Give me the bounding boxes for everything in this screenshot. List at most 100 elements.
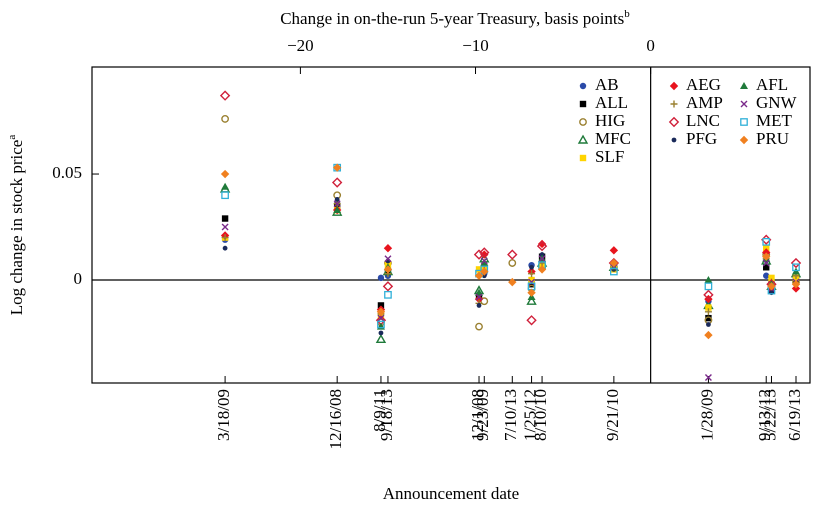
x-tick-label: 9/21/10	[603, 389, 622, 441]
data-point	[375, 333, 387, 344]
data-point	[480, 259, 489, 267]
data-point	[377, 302, 385, 309]
legend-label: PRU	[756, 129, 789, 148]
legend-marker	[668, 116, 680, 128]
data-point	[332, 163, 342, 172]
data-point	[537, 239, 547, 249]
data-point	[377, 320, 385, 329]
data-point	[508, 259, 517, 267]
data-point	[377, 314, 385, 322]
data-point	[221, 234, 229, 242]
data-point	[474, 294, 484, 304]
data-point	[537, 265, 547, 274]
data-point	[528, 270, 536, 278]
x-tick-label: 8/9/11	[370, 389, 389, 432]
data-point	[221, 115, 229, 123]
data-point	[334, 197, 340, 202]
x-tick-label: 9/18/13	[377, 389, 396, 441]
data-point	[220, 169, 230, 179]
data-point	[538, 255, 546, 263]
legend-label: LNC	[686, 111, 720, 130]
legend-label: ALL	[595, 93, 628, 112]
legend-marker	[579, 118, 587, 126]
data-point	[221, 215, 229, 222]
data-point	[704, 330, 713, 340]
data-point	[529, 264, 534, 270]
legend-label: AFL	[756, 75, 788, 94]
data-point	[221, 223, 229, 231]
legend-marker	[577, 134, 589, 144]
legend-label: AB	[595, 75, 619, 94]
data-point	[526, 315, 537, 326]
y-axis-title-text: Log change in stock price	[7, 140, 26, 316]
x-tick-label: 8/10/10	[531, 389, 550, 441]
data-point	[706, 322, 711, 327]
legend-label: PFG	[686, 129, 717, 148]
data-point	[767, 282, 776, 291]
top-axis-title: Change in on-the-run 5-year Treasury, ba…	[280, 8, 630, 28]
data-point	[383, 244, 393, 253]
data-point	[475, 266, 483, 273]
legend-label: MFC	[595, 129, 631, 148]
data-point	[539, 252, 545, 257]
data-point	[610, 267, 618, 276]
data-point	[219, 90, 231, 101]
data-point	[528, 278, 536, 286]
legend-label: GNW	[756, 93, 798, 112]
x-tick-label: 3/18/09	[214, 389, 233, 441]
data-point	[527, 288, 536, 297]
data-point	[762, 252, 771, 261]
top-axis-title-text: Change in on-the-run 5-year Treasury, ba…	[280, 9, 624, 28]
x-tick-label: 9/23/09	[473, 389, 492, 441]
legend-marker	[579, 82, 587, 90]
data-point	[377, 274, 385, 282]
data-point	[762, 259, 770, 267]
data-point	[476, 303, 482, 308]
data-point	[508, 277, 517, 287]
data-point	[763, 264, 770, 271]
data-point	[333, 200, 341, 208]
data-point	[704, 275, 713, 283]
legend-label: HIG	[595, 111, 625, 130]
data-point	[528, 276, 535, 284]
data-point	[792, 263, 800, 272]
y-axis-title: Log change in stock pricea	[6, 135, 26, 316]
data-point	[791, 280, 801, 289]
data-point	[768, 274, 775, 282]
y-axis-title-note: a	[6, 135, 18, 140]
x-tick-label: 6/19/13	[785, 389, 804, 441]
data-point	[763, 272, 770, 279]
data-point	[474, 271, 484, 280]
x-tick-label: 1/25/12	[520, 389, 539, 441]
data-point	[383, 265, 393, 274]
data-point	[376, 307, 386, 316]
data-point	[221, 191, 229, 200]
data-point	[473, 249, 485, 260]
legend-marker	[669, 81, 679, 91]
data-point	[331, 177, 343, 188]
legend-marker	[739, 135, 749, 145]
legend-label: AEG	[686, 75, 721, 94]
data-point	[791, 284, 801, 293]
x-tick-label: 5/22/13	[760, 389, 779, 441]
data-point	[703, 289, 714, 301]
legend-marker	[740, 118, 748, 126]
data-point	[222, 245, 228, 251]
data-point	[526, 295, 537, 305]
data-point	[333, 206, 342, 214]
plot-frame	[91, 66, 811, 384]
data-point	[384, 255, 392, 263]
x2-tick-label: 0	[646, 36, 655, 55]
x-tick-label: 1/28/09	[697, 389, 716, 441]
data-point	[705, 314, 712, 322]
legend-marker	[579, 154, 587, 162]
data-point	[221, 182, 230, 190]
data-point	[480, 250, 489, 259]
legend-marker	[740, 100, 748, 108]
data-point	[790, 257, 802, 269]
data-point	[609, 246, 619, 255]
data-point	[704, 373, 712, 381]
data-point	[384, 290, 392, 299]
data-point	[704, 282, 713, 291]
